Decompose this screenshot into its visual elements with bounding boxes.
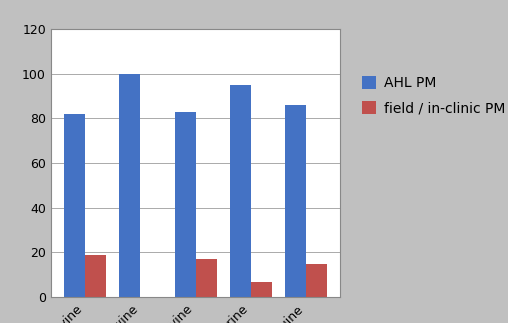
Legend: AHL PM, field / in-clinic PM: AHL PM, field / in-clinic PM [362,76,505,115]
Bar [230,85,251,297]
Bar [85,255,106,297]
Bar [119,74,140,297]
Bar [175,112,196,297]
Bar [196,259,216,297]
Bar [285,105,306,297]
Bar [306,264,327,297]
Bar [251,282,272,297]
Bar [64,114,85,297]
